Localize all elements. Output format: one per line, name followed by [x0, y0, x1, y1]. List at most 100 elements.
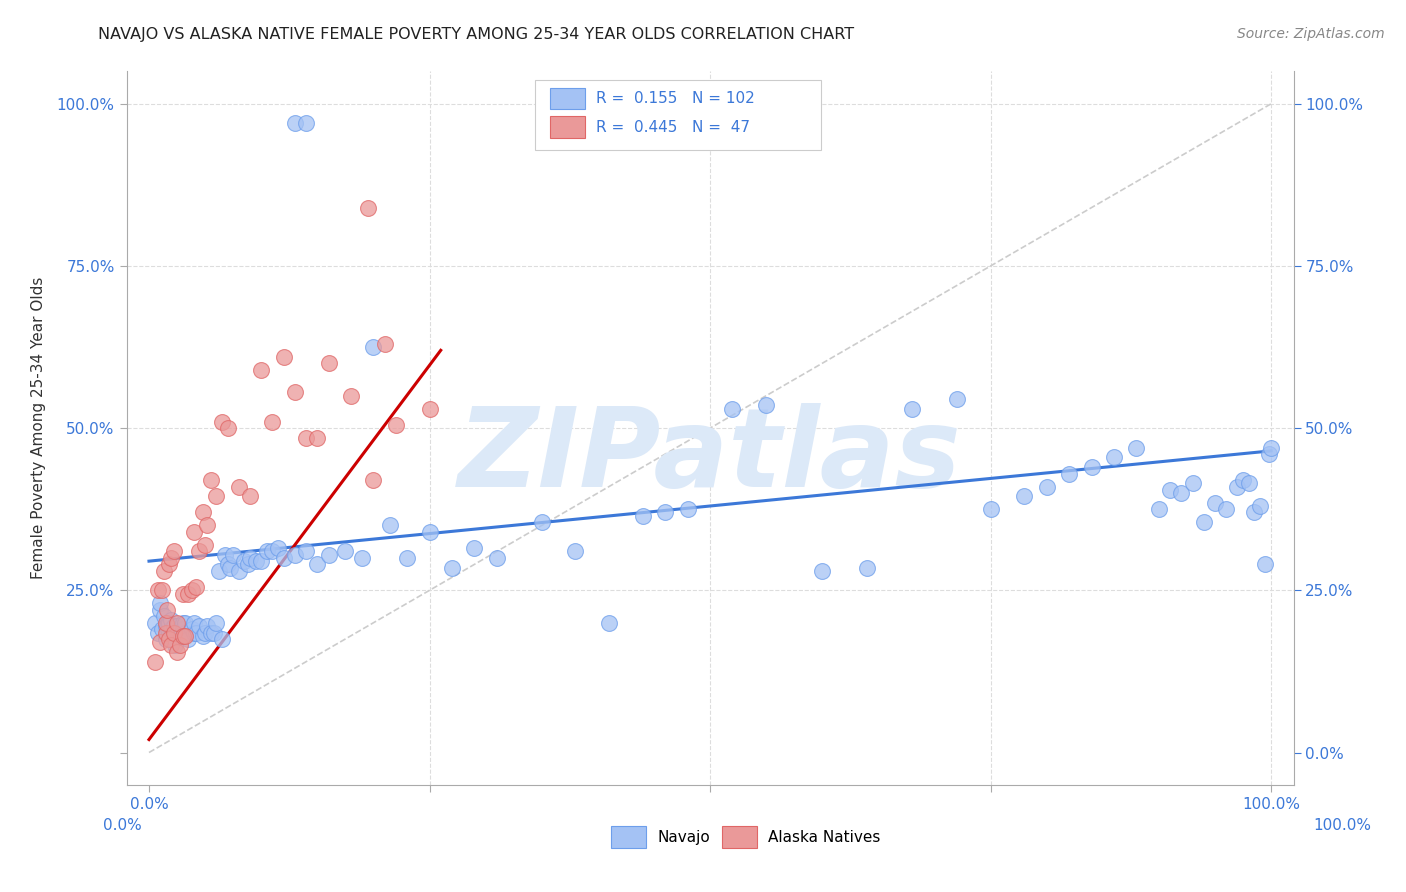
Point	[160, 622, 183, 636]
Point	[166, 619, 188, 633]
Point	[273, 550, 295, 565]
Point	[654, 506, 676, 520]
Point	[811, 564, 834, 578]
Point	[901, 401, 924, 416]
Point	[236, 558, 259, 572]
FancyBboxPatch shape	[610, 826, 645, 847]
Point	[631, 508, 654, 523]
Point	[174, 615, 197, 630]
Point	[163, 639, 186, 653]
Point	[1035, 479, 1057, 493]
Point	[191, 506, 214, 520]
Point	[463, 541, 485, 556]
Point	[155, 632, 177, 646]
Point	[217, 558, 239, 572]
Point	[169, 629, 191, 643]
Point	[184, 625, 207, 640]
Point	[180, 583, 202, 598]
FancyBboxPatch shape	[550, 116, 585, 137]
Point	[217, 421, 239, 435]
Point	[267, 541, 290, 556]
Point	[946, 392, 969, 406]
Point	[284, 548, 307, 562]
Point	[418, 401, 440, 416]
Text: Alaska Natives: Alaska Natives	[768, 830, 880, 845]
Point	[160, 613, 183, 627]
Point	[163, 625, 186, 640]
Point	[155, 625, 177, 640]
Point	[856, 560, 879, 574]
Point	[166, 625, 188, 640]
Point	[177, 632, 200, 646]
FancyBboxPatch shape	[721, 826, 756, 847]
Point	[676, 502, 699, 516]
Point	[318, 548, 340, 562]
Point	[1237, 476, 1260, 491]
Point	[1243, 506, 1265, 520]
Point	[1102, 450, 1125, 465]
Point	[363, 340, 385, 354]
Point	[239, 489, 262, 503]
Point	[152, 622, 174, 636]
Point	[205, 489, 228, 503]
Point	[352, 550, 374, 565]
Point	[598, 615, 620, 630]
Point	[1226, 479, 1249, 493]
Point	[363, 473, 385, 487]
Point	[222, 548, 245, 562]
Point	[163, 544, 186, 558]
Point	[149, 596, 172, 610]
Point	[163, 629, 186, 643]
Point	[157, 632, 180, 646]
Point	[1232, 473, 1254, 487]
Point	[980, 502, 1002, 516]
Point	[440, 560, 463, 574]
Point	[163, 619, 186, 633]
Point	[184, 580, 207, 594]
Point	[1012, 489, 1035, 503]
Point	[1080, 460, 1102, 475]
Point	[380, 518, 402, 533]
Point	[295, 116, 318, 130]
Point	[211, 632, 233, 646]
Point	[396, 550, 419, 565]
Point	[155, 619, 177, 633]
Point	[1192, 515, 1215, 529]
Point	[157, 558, 180, 572]
Point	[177, 586, 200, 600]
Text: Source: ZipAtlas.com: Source: ZipAtlas.com	[1237, 27, 1385, 41]
Point	[157, 625, 180, 640]
Point	[530, 515, 553, 529]
Point	[295, 544, 318, 558]
Point	[721, 401, 744, 416]
Point	[307, 558, 329, 572]
Point	[174, 629, 197, 643]
Point	[183, 625, 205, 640]
Point	[188, 619, 211, 633]
Point	[374, 336, 396, 351]
Point	[755, 399, 778, 413]
Point	[149, 603, 172, 617]
Point	[262, 544, 284, 558]
Point	[1057, 467, 1080, 481]
Point	[233, 554, 256, 568]
Point	[284, 385, 307, 400]
Point	[256, 544, 278, 558]
Point	[228, 479, 250, 493]
Point	[183, 524, 205, 539]
Text: 0.0%: 0.0%	[103, 818, 142, 832]
Point	[157, 615, 180, 630]
Point	[1260, 441, 1282, 455]
Point	[155, 615, 177, 630]
Point	[202, 625, 225, 640]
Point	[172, 615, 194, 630]
FancyBboxPatch shape	[550, 87, 585, 109]
Point	[194, 625, 217, 640]
Point	[157, 615, 180, 630]
Point	[357, 201, 380, 215]
Point	[1257, 447, 1279, 461]
Point	[262, 415, 284, 429]
Point	[152, 609, 174, 624]
Point	[143, 615, 166, 630]
Point	[1147, 502, 1170, 516]
